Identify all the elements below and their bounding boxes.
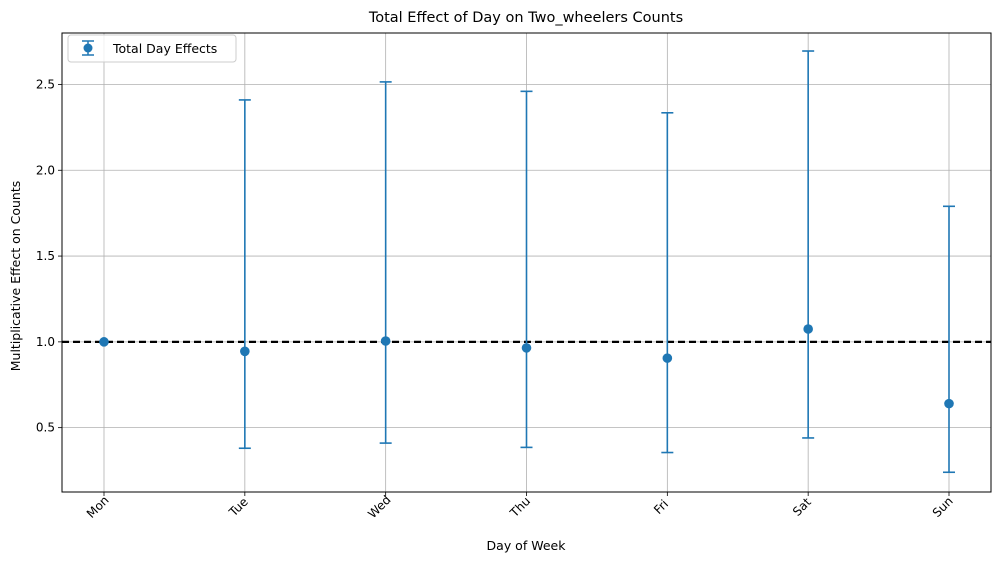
data-point xyxy=(380,336,391,346)
x-tick-label: Mon xyxy=(84,493,112,521)
legend-marker xyxy=(83,43,93,53)
x-tick-label: Wed xyxy=(365,493,393,521)
legend-box xyxy=(67,34,237,63)
data-point xyxy=(944,398,954,409)
x-tick-label: Sat xyxy=(790,495,814,519)
data-point xyxy=(803,324,813,334)
y-tick-label: 1.5 xyxy=(36,249,55,263)
error-bars xyxy=(238,50,955,474)
y-axis-ticks: 0.5 1.0 1.5 2.0 2.5 xyxy=(36,77,62,435)
data-point xyxy=(240,346,250,357)
data-point xyxy=(99,337,109,347)
data-point xyxy=(521,343,532,353)
legend: Total Day Effects xyxy=(67,34,237,63)
x-tick-label: Tue xyxy=(226,495,251,520)
chart-title: Total Effect of Day on Two_wheelers Coun… xyxy=(368,10,683,26)
y-tick-label: 2.5 xyxy=(36,77,55,91)
data-point xyxy=(662,353,673,363)
y-tick-label: 1.0 xyxy=(36,335,55,349)
y-tick-label: 0.5 xyxy=(36,421,55,435)
legend-label: Total Day Effects xyxy=(112,41,217,56)
data-points xyxy=(99,324,954,409)
x-tick-label: Sun xyxy=(930,494,956,520)
y-tick-label: 2.0 xyxy=(36,163,55,177)
x-axis-ticks: Mon Tue Wed Thu Fri Sat Sun xyxy=(84,492,956,521)
y-axis-label: Multiplicative Effect on Counts xyxy=(8,181,23,372)
x-axis-label: Day of Week xyxy=(487,538,567,553)
x-tick-label: Thu xyxy=(507,494,534,521)
x-tick-label: Fri xyxy=(651,497,671,517)
